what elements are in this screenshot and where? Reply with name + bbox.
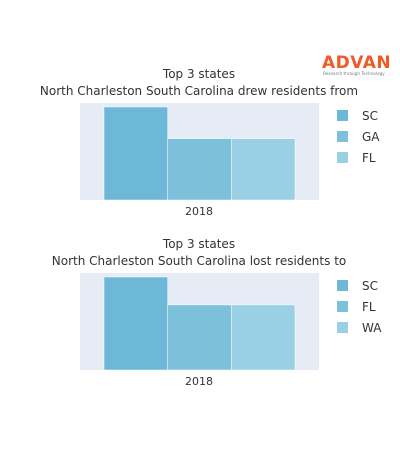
- legend-label-sc[interactable]: SC: [362, 279, 378, 293]
- x-tick-label: 2018: [185, 375, 213, 388]
- legend-swatch-ga: [337, 131, 348, 142]
- legend-swatch-sc: [337, 280, 348, 291]
- chart-title: Top 3 states: [162, 237, 235, 251]
- bar-sc: [103, 276, 168, 371]
- bar-sc: [103, 106, 168, 201]
- legend: SC FL WA: [337, 279, 382, 335]
- advan-logo: ADVAN Research through Technology: [322, 53, 391, 76]
- legend-label-wa[interactable]: WA: [362, 321, 382, 335]
- legend-swatch-wa: [337, 322, 348, 333]
- x-tick-label: 2018: [185, 205, 213, 218]
- legend-swatch-sc: [337, 110, 348, 121]
- chart-lost-to: Top 3 states North Charleston South Caro…: [52, 237, 382, 388]
- chart-title: Top 3 states: [162, 67, 235, 81]
- chart-drew-from: Top 3 states North Charleston South Caro…: [40, 67, 380, 218]
- legend: SC GA FL: [337, 109, 380, 165]
- logo-tagline: Research through Technology: [323, 71, 385, 76]
- legend-label-fl[interactable]: FL: [362, 151, 376, 165]
- logo-name: ADVAN: [322, 53, 391, 73]
- legend-label-sc[interactable]: SC: [362, 109, 378, 123]
- legend-label-fl[interactable]: FL: [362, 300, 376, 314]
- legend-label-ga[interactable]: GA: [362, 130, 380, 144]
- chart-subtitle: North Charleston South Carolina drew res…: [40, 84, 358, 98]
- chart-subtitle: North Charleston South Carolina lost res…: [52, 254, 346, 268]
- legend-swatch-fl: [337, 301, 348, 312]
- bar-fl: [167, 304, 232, 371]
- bar-ga: [167, 138, 232, 201]
- bar-fl: [231, 138, 296, 201]
- bar-wa: [231, 304, 296, 371]
- legend-swatch-fl: [337, 152, 348, 163]
- bar-group: [103, 106, 296, 201]
- bar-group: [103, 276, 296, 371]
